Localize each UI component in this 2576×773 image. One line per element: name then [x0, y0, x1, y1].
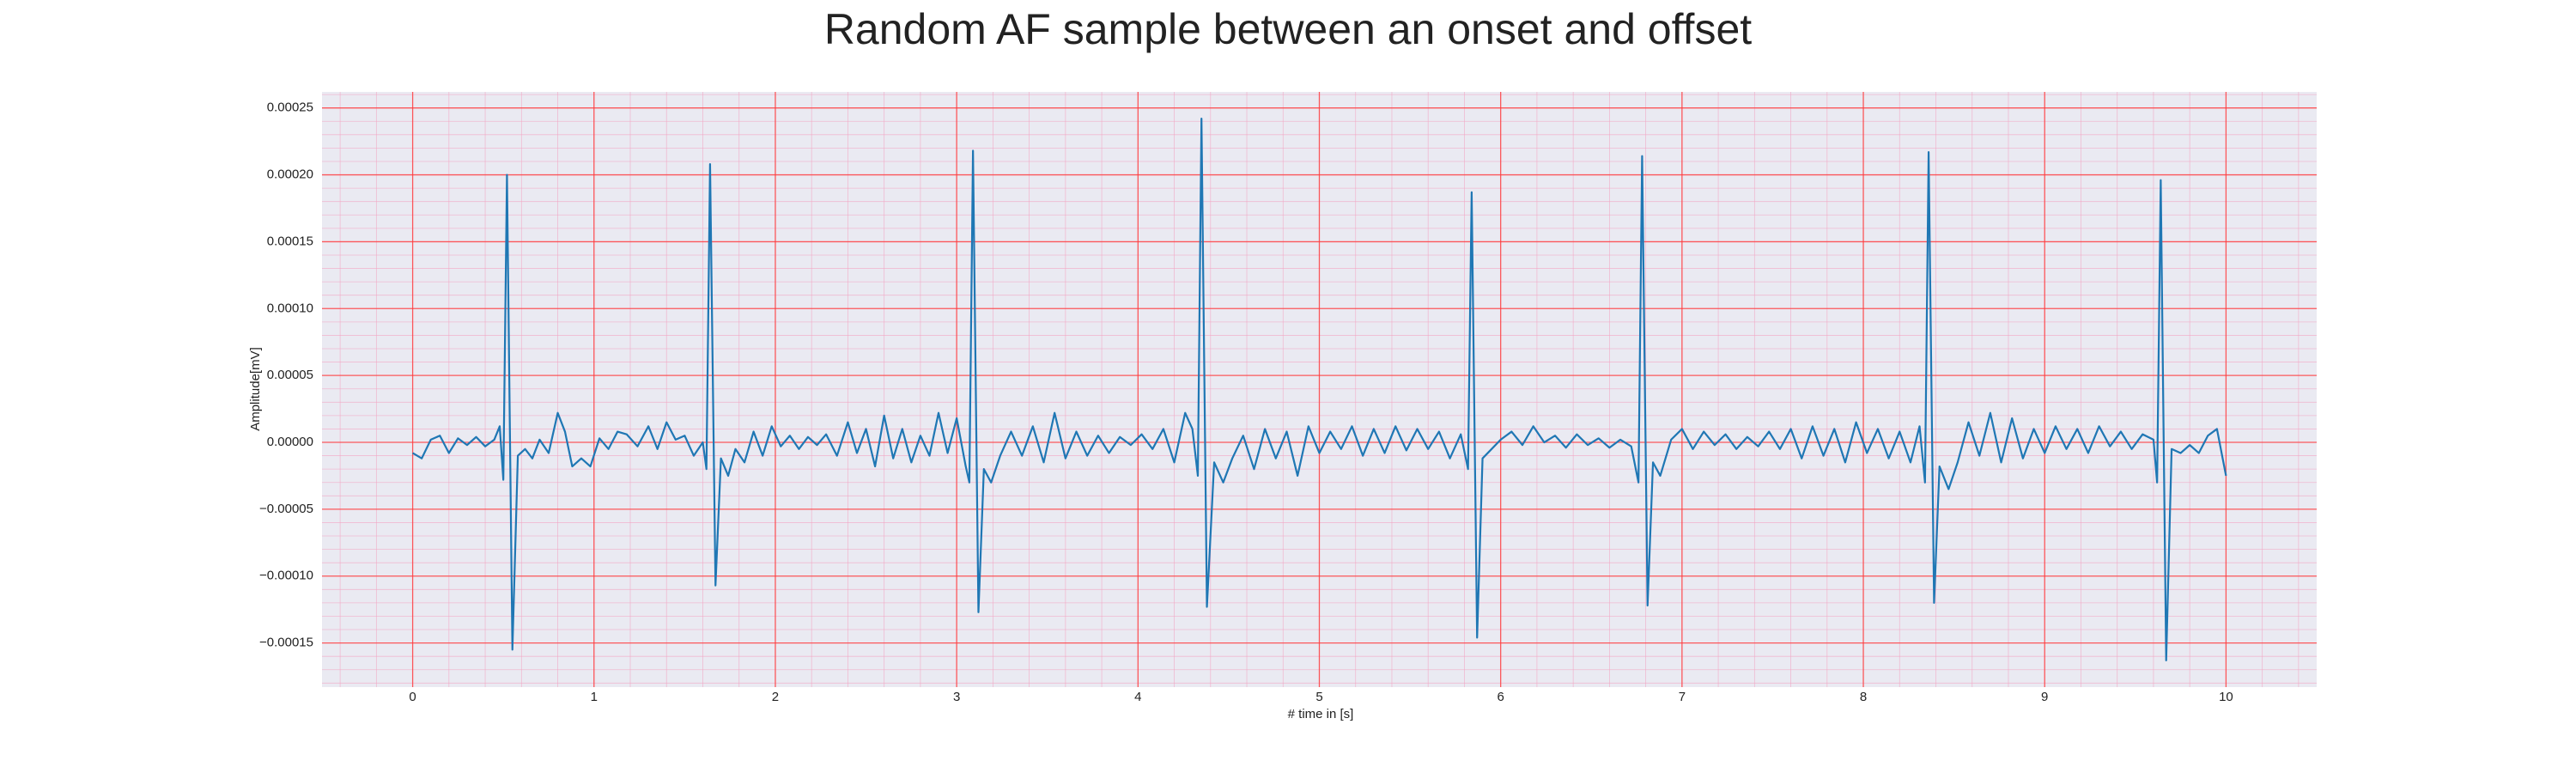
x-tick-label: 10	[2219, 690, 2233, 704]
y-tick-label: 0.00015	[267, 234, 313, 248]
x-tick-label: 3	[953, 690, 960, 704]
y-tick-label: 0.00000	[267, 435, 313, 449]
x-tick-label: 6	[1498, 690, 1504, 704]
y-tick-label: −0.00010	[259, 569, 313, 583]
chart-title: Random AF sample between an onset and of…	[824, 5, 1752, 53]
x-tick-label: 8	[1860, 690, 1867, 704]
x-tick-label: 1	[591, 690, 598, 704]
x-axis-label: # time in [s]	[1288, 707, 1354, 721]
x-tick-label: 0	[409, 690, 416, 704]
y-tick-label: 0.00020	[267, 167, 313, 182]
signal-line	[412, 118, 2227, 661]
x-tick-label: 4	[1134, 690, 1141, 704]
x-tick-label: 2	[772, 690, 779, 704]
y-tick-label: 0.00005	[267, 368, 313, 382]
y-tick-label: 0.00025	[267, 100, 313, 115]
y-tick-label: −0.00015	[259, 636, 313, 650]
x-tick-label: 9	[2041, 690, 2048, 704]
x-tick-label: 7	[1679, 690, 1686, 704]
y-tick-label: 0.00010	[267, 301, 313, 315]
y-axis-label: Amplitude[mV]	[248, 347, 263, 431]
y-tick-label: −0.00005	[259, 502, 313, 516]
x-tick-label: 5	[1315, 690, 1322, 704]
